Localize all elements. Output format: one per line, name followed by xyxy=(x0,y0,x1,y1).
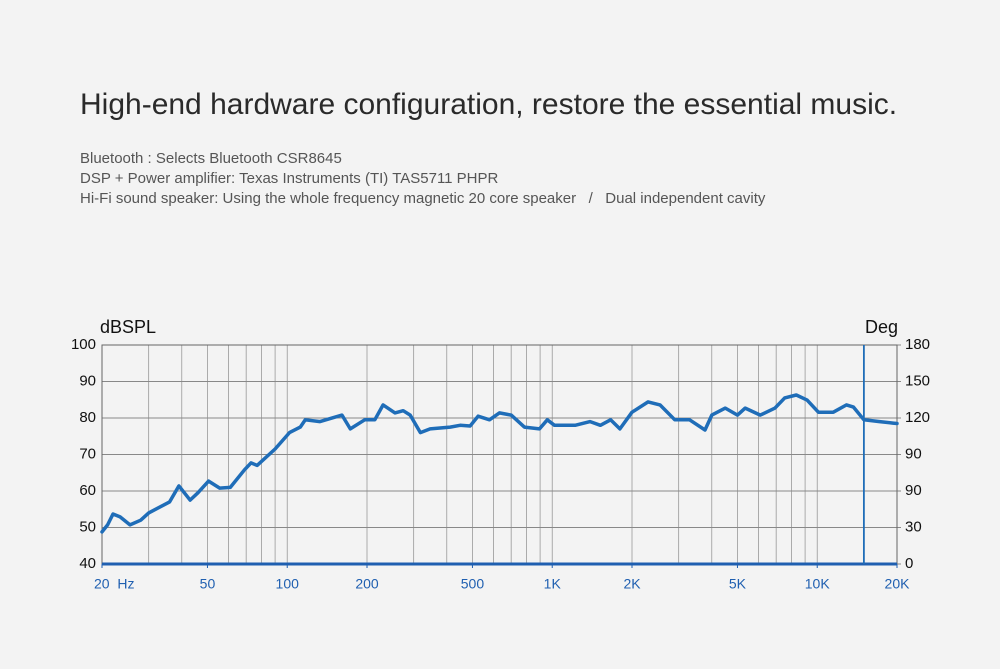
y2-tick-label: 180 xyxy=(905,336,930,353)
x-tick-label: 200 xyxy=(355,576,379,592)
y2-axis-label: Deg xyxy=(865,317,898,337)
y-tick-label: 70 xyxy=(79,445,96,462)
x-tick-label: 500 xyxy=(461,576,485,592)
y2-tick-label: 150 xyxy=(905,372,930,389)
spec-line: Hi-Fi sound speaker: Using the whole fre… xyxy=(80,190,766,207)
y-axis-label: dBSPL xyxy=(100,317,156,337)
y2-tick-label: 120 xyxy=(905,409,930,426)
y2-tick-label: 90 xyxy=(905,445,922,462)
y2-tick-label: 30 xyxy=(905,518,922,535)
y-tick-label: 40 xyxy=(79,555,96,572)
x-tick-label: 10K xyxy=(805,576,831,592)
y-tick-label: 80 xyxy=(79,409,96,426)
y2-tick-label: 90 xyxy=(905,482,922,499)
y2-tick-label: 0 xyxy=(905,555,913,572)
x-tick-label: 100 xyxy=(276,576,300,592)
y-tick-label: 100 xyxy=(71,336,96,353)
y-tick-label: 60 xyxy=(79,482,96,499)
x-tick-label: 20K xyxy=(885,576,911,592)
x-tick-label: 50 xyxy=(200,576,216,592)
x-tick-label: 1K xyxy=(544,576,562,592)
spec-line: Bluetooth : Selects Bluetooth CSR8645 xyxy=(80,150,342,167)
y-tick-label: 90 xyxy=(79,372,96,389)
x-tick-label: 20 Hz xyxy=(94,576,134,592)
x-tick-label: 5K xyxy=(729,576,747,592)
response-curve xyxy=(100,393,899,534)
y-tick-label: 50 xyxy=(79,518,96,535)
spec-line: DSP + Power amplifier: Texas Instruments… xyxy=(80,170,499,187)
x-tick-label: 2K xyxy=(623,576,641,592)
title: High-end hardware configuration, restore… xyxy=(80,88,898,121)
